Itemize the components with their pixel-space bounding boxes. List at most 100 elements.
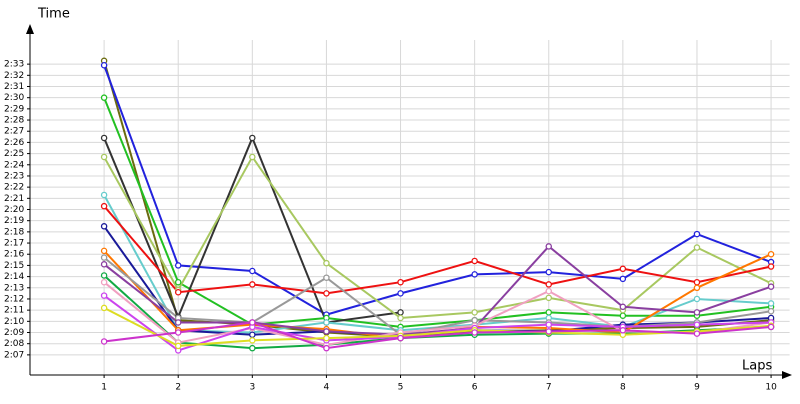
data-point (767, 250, 775, 258)
data-point (471, 271, 478, 278)
y-tick-label: 2:21 (4, 194, 24, 204)
y-tick-label: 2:22 (4, 183, 24, 193)
y-tick-label: 2:20 (4, 205, 24, 215)
data-point (100, 304, 108, 312)
y-tick-label: 2:23 (4, 171, 24, 181)
data-point (397, 290, 404, 297)
data-point (397, 314, 404, 322)
data-point (249, 153, 256, 161)
y-tick-label: 2:17 (4, 239, 24, 249)
data-point (100, 278, 108, 286)
x-axis-arrow (782, 371, 792, 379)
data-point (767, 323, 775, 331)
data-point (397, 334, 404, 342)
data-point (174, 289, 182, 296)
y-tick-label: 2:25 (4, 149, 24, 159)
data-point (693, 330, 701, 337)
data-point (100, 202, 108, 210)
y-tick-label: 2:31 (4, 82, 24, 92)
x-tick-label: 2 (175, 383, 181, 393)
data-point (100, 223, 108, 230)
y-tick-label: 2:27 (4, 127, 24, 137)
data-point (619, 265, 627, 273)
y-tick-label: 2:18 (4, 227, 24, 237)
data-point (174, 329, 182, 336)
data-point (249, 337, 256, 344)
data-point (693, 278, 701, 286)
y-tick-label: 2:26 (4, 138, 24, 148)
series-line (103, 155, 772, 319)
y-tick-label: 2:15 (4, 261, 24, 271)
data-point (545, 328, 553, 335)
data-point (545, 243, 553, 250)
data-point (767, 308, 775, 315)
data-point (249, 134, 256, 142)
series-line (103, 64, 772, 316)
data-point (100, 62, 108, 69)
data-point (693, 244, 701, 251)
x-axis-title: Laps (742, 359, 772, 374)
x-tick-label: 7 (546, 383, 552, 393)
data-point (619, 327, 627, 334)
data-point (100, 272, 108, 279)
data-point (545, 294, 553, 302)
y-tick-label: 2:13 (4, 283, 24, 293)
y-tick-label: 2:08 (4, 339, 24, 349)
y-tick-label: 2:19 (4, 216, 24, 226)
data-point (693, 284, 701, 292)
data-point (693, 309, 701, 316)
series-line (103, 256, 772, 336)
data-point (100, 134, 108, 142)
data-point (323, 274, 330, 281)
data-point (471, 309, 478, 316)
data-point (619, 303, 627, 311)
x-tick-label: 1 (101, 383, 107, 393)
series-line (103, 321, 772, 350)
plot (100, 57, 775, 354)
x-tick-label: 10 (765, 383, 777, 393)
data-point (174, 278, 182, 286)
data-point (100, 153, 108, 161)
data-point (100, 292, 108, 299)
data-point (619, 312, 627, 319)
x-tick-label: 3 (249, 383, 255, 393)
y-axis-arrow (26, 24, 34, 34)
data-point (545, 309, 553, 316)
y-tick-label: 2:11 (4, 306, 24, 316)
x-tick-label: 6 (472, 383, 478, 393)
data-point (249, 319, 256, 326)
x-tick-label: 9 (694, 383, 700, 393)
data-point (323, 328, 330, 335)
y-tick-label: 2:24 (4, 160, 24, 170)
series-line (103, 307, 772, 347)
x-tick-label: 5 (398, 383, 404, 393)
data-point (693, 295, 701, 303)
y-tick-label: 2:33 (4, 60, 24, 70)
series-line (103, 245, 772, 336)
data-point (100, 261, 108, 268)
data-point (693, 230, 701, 238)
data-point (100, 247, 108, 255)
data-point (767, 263, 775, 270)
data-point (767, 283, 775, 290)
data-point (174, 262, 182, 269)
data-point (545, 268, 553, 276)
data-point (100, 191, 108, 199)
data-point (174, 342, 182, 350)
data-point (100, 94, 108, 101)
y-tick-label: 2:14 (4, 272, 24, 282)
data-point (397, 278, 404, 286)
data-point (471, 329, 478, 336)
data-point (693, 321, 701, 328)
x-tick-label: 8 (620, 383, 626, 393)
data-point (323, 259, 330, 267)
data-point (174, 319, 182, 326)
y-tick-label: 2:12 (4, 294, 24, 304)
data-point (249, 331, 256, 338)
data-point (545, 321, 553, 328)
series-line (103, 205, 772, 295)
y-tick-label: 2:10 (4, 317, 24, 327)
data-point (323, 344, 330, 352)
y-tick-label: 2:28 (4, 116, 24, 126)
